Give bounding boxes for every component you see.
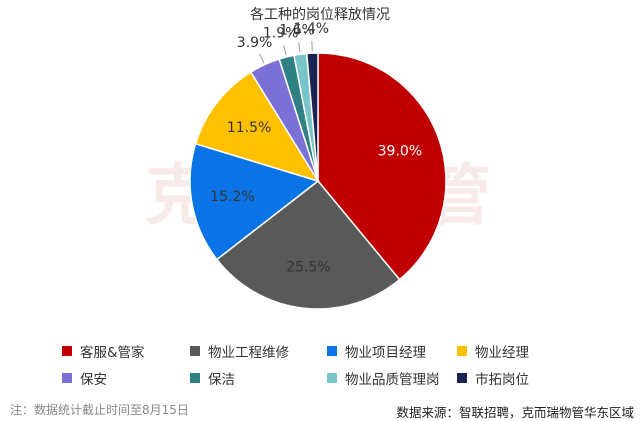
legend-swatch (190, 346, 200, 356)
pie-slice (215, 179, 401, 310)
legend-swatch (457, 346, 467, 356)
data-label: 1.9% (263, 26, 299, 42)
legend-item: 保洁 (190, 368, 327, 388)
legend-item: 物业经理 (457, 341, 577, 361)
legend-swatch (190, 373, 200, 383)
data-label: 39.0% (378, 144, 422, 160)
leader-line (283, 45, 287, 56)
legend-item: 物业工程维修 (190, 341, 327, 361)
legend-item: 市拓岗位 (457, 368, 577, 388)
pie-slice (305, 52, 319, 182)
footnote: 注：数据统计截止时间至8月15日 (10, 403, 189, 417)
pie-slices (189, 52, 447, 310)
data-labels: 39.0% 25.5% 15.2% 11.5% 3.9%1.9%1.6%1.4% (210, 21, 422, 275)
pie-chart: 39.0% 25.5% 15.2% 11.5% 3.9%1.9%1.6%1.4% (189, 21, 447, 310)
legend: 客服&管家 物业工程维修 物业项目经理 物业经理保安 保洁 物业品质管理岗 市拓岗位 (62, 341, 582, 388)
legend-label: 物业工程维修 (208, 345, 289, 361)
legend-item: 物业品质管理岗 (327, 368, 457, 388)
legend-label: 物业品质管理岗 (345, 372, 440, 388)
data-label: 1.6% (279, 22, 315, 38)
chart-title: 各工种的岗位释放情况 (250, 7, 390, 23)
legend-swatch (457, 373, 467, 383)
legend-label: 市拓岗位 (475, 372, 529, 388)
legend-swatch (327, 346, 337, 356)
legend-label: 物业项目经理 (345, 345, 426, 361)
data-label: 3.9% (237, 35, 273, 51)
legend-label: 客服&管家 (80, 345, 145, 361)
data-source: 数据来源：智联招聘，克而瑞物管华东区域 (396, 405, 634, 420)
data-label: 25.5% (286, 260, 330, 276)
leader-lines (259, 41, 313, 64)
leader-line (259, 53, 265, 64)
legend-label: 物业经理 (475, 345, 529, 361)
legend-label: 保安 (80, 372, 107, 388)
pie-slice (194, 71, 320, 183)
data-label: 1.4% (294, 21, 330, 37)
data-label: 11.5% (227, 120, 271, 136)
legend-swatch (62, 373, 72, 383)
legend-item: 客服&管家 (62, 341, 190, 361)
data-label: 15.2% (210, 189, 254, 205)
legend-label: 保洁 (208, 372, 235, 388)
pie-slice (189, 142, 320, 261)
legend-item: 保安 (62, 368, 190, 388)
pie-slice (317, 52, 447, 281)
legend-item: 物业项目经理 (327, 341, 457, 361)
legend-swatch (62, 346, 72, 356)
leader-line (298, 42, 301, 53)
legend-swatch (327, 373, 337, 383)
